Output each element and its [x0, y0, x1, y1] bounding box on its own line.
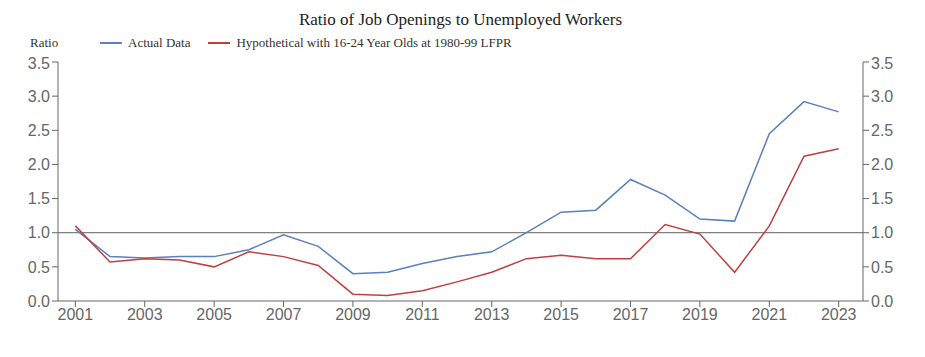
svg-text:2003: 2003 — [127, 306, 163, 323]
svg-text:2.5: 2.5 — [871, 122, 893, 139]
html-text:Ratio of Job Openings to Unemp: Ratio of Job Openings to Unemployed Work… — [298, 10, 623, 29]
html-text:Ratio: Ratio — [30, 35, 59, 50]
html-text:Hypothetical with 16-24 Year O: Hypothetical with 16-24 Year Olds at 198… — [236, 35, 512, 50]
svg-text:2015: 2015 — [543, 306, 579, 323]
svg-text:2023: 2023 — [821, 306, 857, 323]
svg-text:2.0: 2.0 — [871, 156, 893, 173]
svg-text:1.0: 1.0 — [871, 224, 893, 241]
svg-text:1.5: 1.5 — [28, 190, 50, 207]
svg-text:0.5: 0.5 — [28, 259, 50, 276]
svg-text:2017: 2017 — [613, 306, 649, 323]
svg-text:2001: 2001 — [58, 306, 94, 323]
svg-text:0.0: 0.0 — [871, 293, 893, 310]
html-text:Actual Data: Actual Data — [128, 35, 191, 50]
svg-text:0.0: 0.0 — [28, 293, 50, 310]
svg-text:0.5: 0.5 — [871, 259, 893, 276]
svg-text:2013: 2013 — [474, 306, 510, 323]
svg-text:1.5: 1.5 — [871, 190, 893, 207]
svg-text:3.5: 3.5 — [28, 55, 50, 72]
svg-text:2011: 2011 — [405, 306, 440, 323]
svg-text:3.0: 3.0 — [28, 88, 50, 105]
svg-text:2007: 2007 — [266, 306, 302, 323]
svg-text:2019: 2019 — [682, 306, 718, 323]
svg-text:2005: 2005 — [196, 306, 232, 323]
svg-text:2009: 2009 — [335, 306, 371, 323]
svg-text:2.0: 2.0 — [28, 156, 50, 173]
svg-text:3.0: 3.0 — [871, 88, 893, 105]
svg-text:1.0: 1.0 — [28, 224, 50, 241]
svg-text:2.5: 2.5 — [28, 122, 50, 139]
svg-text:2021: 2021 — [752, 306, 788, 323]
svg-text:3.5: 3.5 — [871, 55, 893, 72]
